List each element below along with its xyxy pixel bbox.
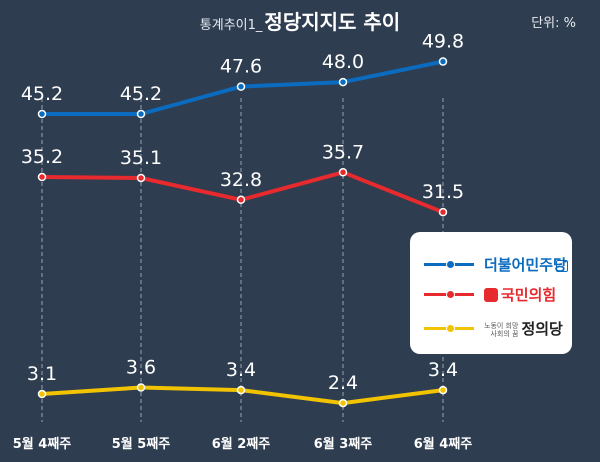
legend-dot-jp	[446, 324, 455, 333]
jp-slogan-line1: 노동이 희망	[484, 321, 519, 330]
data-point	[438, 385, 448, 395]
data-label: 35.2	[21, 146, 63, 168]
data-label: 45.2	[21, 83, 63, 105]
ppp-logo-icon	[484, 288, 498, 302]
data-point	[37, 172, 47, 182]
data-point	[136, 173, 146, 183]
chart-title: 통계추이1_ 정당지지도 추이	[0, 6, 600, 35]
x-tick-label: 5월 4째주	[13, 436, 72, 452]
legend-dot-ppp	[446, 290, 455, 299]
data-point	[338, 398, 348, 408]
data-label: 48.0	[322, 51, 364, 73]
jp-slogan-line2: 사회의 꿈	[490, 329, 519, 338]
legend-item-jp: 노동이 희망 사회의 꿈 정의당	[424, 314, 564, 342]
jp-slogan: 노동이 희망 사회의 꿈	[484, 322, 518, 338]
data-label: 3.4	[428, 359, 458, 381]
data-label: 35.1	[120, 147, 162, 169]
legend-item-ppp: 국민의힘	[424, 280, 564, 308]
legend-dot-dp	[446, 260, 455, 269]
data-label: 35.7	[322, 141, 364, 163]
x-tick-label: 6월 3째주	[314, 436, 373, 452]
data-point	[37, 109, 47, 119]
title-main: 정당지지도 추이	[264, 10, 401, 34]
unit-label: 단위: %	[531, 16, 576, 31]
legend-item-dp: 더불어민주당	[424, 250, 568, 278]
legend-label-ppp: 국민의힘	[484, 284, 556, 305]
legend-label-jp: 노동이 희망 사회의 꿈 정의당	[484, 318, 563, 339]
legend-label-dp: 더불어민주당	[484, 256, 567, 274]
x-tick-label: 6월 2째주	[212, 436, 271, 452]
data-label: 2.4	[328, 372, 358, 394]
x-tick-label: 5월 5째주	[112, 436, 171, 452]
data-point	[236, 82, 246, 91]
title-prefix: 통계추이1_	[199, 18, 263, 33]
data-point	[338, 168, 348, 177]
data-label: 31.5	[422, 181, 464, 203]
data-point	[236, 385, 246, 395]
legend: 더불어민주당 국민의힘 노동이 희망 사회의 꿈 정의당	[410, 232, 572, 354]
x-tick-label: 6월 4째주	[414, 436, 473, 452]
data-point	[438, 207, 448, 217]
legend-text-ppp: 국민의힘	[501, 286, 557, 304]
data-label: 45.2	[120, 83, 162, 105]
data-point	[338, 77, 348, 87]
data-point	[37, 389, 47, 399]
dp-logo-icon	[556, 260, 568, 272]
data-label: 47.6	[220, 56, 262, 78]
data-point	[236, 195, 246, 205]
data-label: 3.6	[126, 357, 156, 379]
data-point	[136, 109, 146, 119]
data-label: 3.4	[226, 359, 256, 381]
data-label: 32.8	[220, 169, 262, 191]
data-label: 3.1	[27, 363, 57, 385]
data-point	[136, 383, 146, 392]
data-point	[438, 57, 448, 66]
legend-text-jp: 정의당	[521, 320, 563, 338]
data-label: 49.8	[422, 31, 464, 53]
